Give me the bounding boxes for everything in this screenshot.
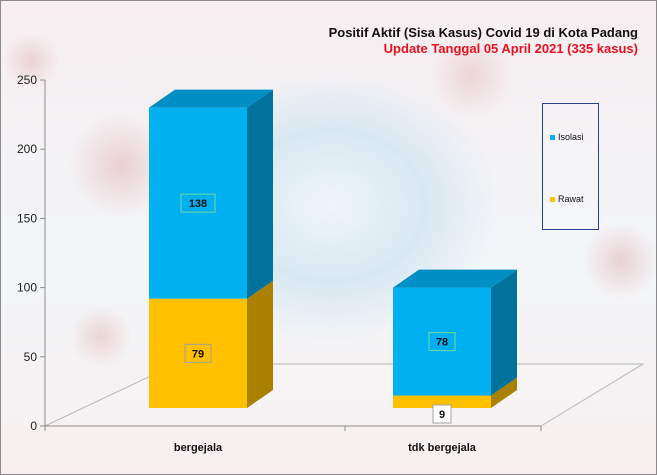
data-label-text: 79 bbox=[192, 348, 204, 360]
data-label-text: 78 bbox=[436, 337, 448, 349]
data-label: 9 bbox=[432, 404, 452, 424]
y-tick-label: 250 bbox=[17, 73, 37, 87]
bar-segment-side bbox=[247, 89, 273, 299]
bar-segment-front bbox=[149, 298, 247, 408]
y-tick-label: 150 bbox=[17, 211, 37, 225]
data-label-box bbox=[184, 343, 212, 363]
bar-segment-top bbox=[393, 269, 517, 288]
data-label-text: 9 bbox=[439, 409, 445, 421]
legend-label: Rawat bbox=[558, 194, 584, 204]
data-label: 78 bbox=[428, 332, 456, 352]
x-tick-label: bergejala bbox=[174, 442, 223, 454]
bar-segment-top bbox=[149, 89, 273, 108]
legend-item-isolasi: Isolasi bbox=[550, 132, 584, 142]
legend-swatch bbox=[550, 134, 555, 140]
y-tick-label: 0 bbox=[30, 419, 37, 433]
y-tick-label: 50 bbox=[24, 350, 38, 364]
bar-segment-front bbox=[149, 107, 247, 299]
bar-segment-side bbox=[491, 269, 517, 396]
data-label-box bbox=[180, 193, 216, 213]
legend-label: Isolasi bbox=[558, 132, 584, 142]
bar-segment-side bbox=[247, 280, 273, 408]
bar-segment-side bbox=[491, 377, 517, 408]
chart-legend: Isolasi Rawat bbox=[542, 103, 599, 230]
data-label: 79 bbox=[184, 343, 212, 363]
data-label-box bbox=[432, 404, 452, 424]
bar-segment-front bbox=[393, 287, 491, 396]
data-label: 138 bbox=[180, 193, 216, 213]
y-tick-label: 100 bbox=[17, 281, 37, 295]
data-label-box bbox=[428, 332, 456, 352]
chart-floor bbox=[44, 363, 645, 427]
chart-title: Positif Aktif (Sisa Kasus) Covid 19 di K… bbox=[328, 25, 638, 40]
data-label-text: 138 bbox=[189, 198, 207, 210]
legend-item-rawat: Rawat bbox=[550, 194, 584, 204]
bar-segment-front bbox=[393, 395, 491, 408]
legend-swatch bbox=[550, 196, 555, 202]
chart-subtitle: Update Tanggal 05 April 2021 (335 kasus) bbox=[383, 41, 638, 56]
x-tick-label: tdk bergejala bbox=[408, 442, 477, 454]
y-tick-label: 200 bbox=[17, 142, 37, 156]
